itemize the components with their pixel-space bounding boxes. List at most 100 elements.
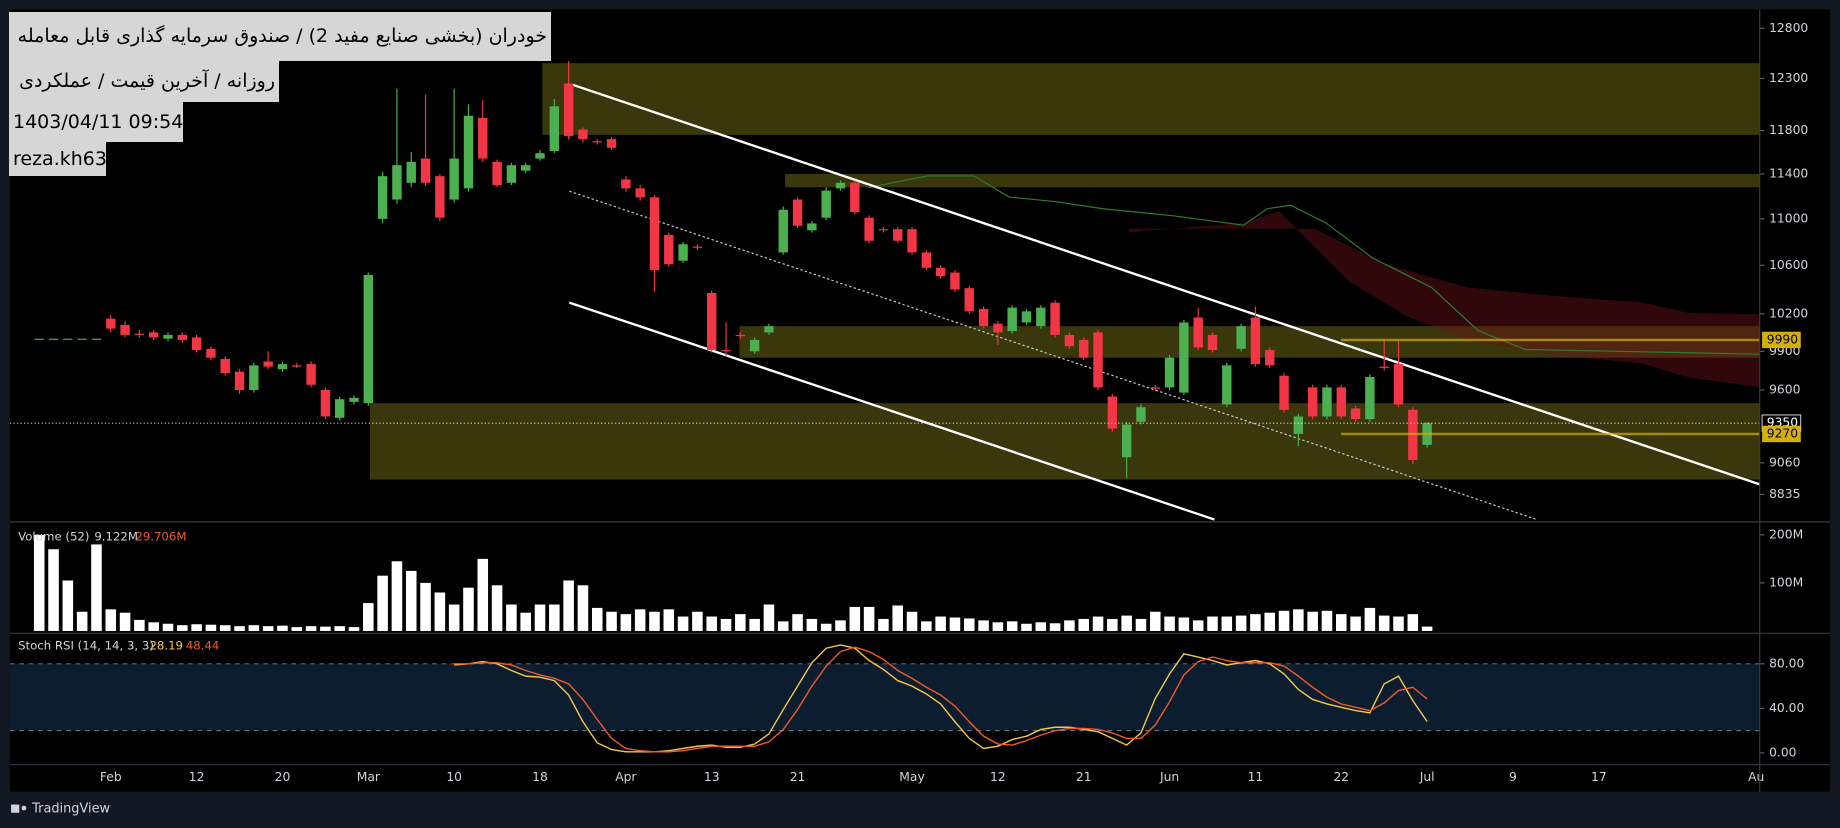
x-tick-label: 20 xyxy=(275,770,291,784)
volume-bar xyxy=(520,612,531,631)
volume-bar xyxy=(277,625,288,631)
y-tick-label: 12300 xyxy=(1769,71,1808,85)
candle-body xyxy=(1050,302,1060,335)
channel-lower xyxy=(568,301,1215,521)
volume-bar xyxy=(735,614,746,631)
x-tick-label: 22 xyxy=(1333,770,1349,784)
volume-bar xyxy=(48,549,59,631)
volume-bar xyxy=(835,620,846,631)
zone xyxy=(369,403,1760,480)
candle-body xyxy=(907,229,917,253)
volume-bar xyxy=(1364,607,1376,631)
x-tick-label: Jun xyxy=(1159,770,1179,784)
candle-body xyxy=(492,161,502,186)
volume-bar xyxy=(205,624,217,631)
brand-logo: TradingView xyxy=(11,802,110,817)
volume-bar xyxy=(134,619,145,631)
volume-bar xyxy=(820,623,832,631)
x-tick-label: Jul xyxy=(1419,770,1435,784)
candle-body xyxy=(1222,365,1232,405)
band xyxy=(9,663,1760,731)
candle-body xyxy=(792,199,803,226)
candle-body xyxy=(1379,366,1389,368)
volume-bar xyxy=(563,580,574,631)
candle-body xyxy=(306,364,316,385)
volume-bar xyxy=(448,604,460,631)
candle-body xyxy=(177,334,187,340)
candle-body xyxy=(377,176,388,219)
x-tick-label: 12 xyxy=(990,770,1006,784)
cloud-edge xyxy=(868,175,1760,355)
candle-body xyxy=(978,308,989,327)
candle-body xyxy=(1150,387,1160,389)
volume-bar xyxy=(1221,616,1233,631)
volume-bar xyxy=(234,626,245,631)
candle-body xyxy=(1164,357,1175,388)
drawings xyxy=(568,83,1761,521)
volume-bar xyxy=(1307,611,1318,631)
price-label-box xyxy=(1762,331,1801,349)
y-tick-label: 9600 xyxy=(1769,382,1800,396)
stoch-line xyxy=(454,646,1428,753)
volume-bar xyxy=(262,626,274,631)
candle-body xyxy=(1393,364,1404,405)
candle-body xyxy=(764,326,774,333)
volume-bar xyxy=(749,618,760,631)
data-layer: 1280012300118001140011000106001020099009… xyxy=(9,21,1808,784)
candle-body xyxy=(1207,334,1218,351)
volume-bar xyxy=(1021,623,1032,631)
volume-bar xyxy=(1350,616,1361,631)
volume-bar xyxy=(248,625,260,631)
volume-bar xyxy=(1293,609,1304,631)
y-tick-label: 80.00 xyxy=(1769,656,1804,670)
candle-body xyxy=(1236,326,1246,349)
volume-bar xyxy=(1092,616,1104,631)
volume-bar xyxy=(363,603,374,631)
candle-body xyxy=(392,165,402,200)
candle-body xyxy=(592,141,602,143)
candle-body xyxy=(106,318,116,329)
plot-background xyxy=(9,9,1831,792)
volume-bar xyxy=(348,627,360,631)
volume-bar xyxy=(1264,612,1276,631)
x-tick-label: Au xyxy=(1748,770,1764,784)
candle-body xyxy=(835,182,846,189)
volume-bar xyxy=(463,587,474,631)
candle-body xyxy=(535,153,545,159)
volume-bar xyxy=(62,580,74,631)
volume-bar xyxy=(906,611,918,631)
volume-bar xyxy=(1250,614,1261,631)
stoch-legend-title: Stoch RSI (14, 14, 3, 3) xyxy=(18,639,154,653)
candle-body xyxy=(134,333,145,335)
volume-bar xyxy=(1421,626,1433,631)
volume-bar xyxy=(1049,623,1061,631)
candle-body xyxy=(664,234,674,265)
candle-body xyxy=(621,179,631,189)
candle-body xyxy=(1350,408,1361,420)
price-label: 9270 xyxy=(1767,426,1798,440)
volume-legend-value: 9.122M xyxy=(94,530,138,544)
candle-body xyxy=(1136,407,1146,422)
volume-bar xyxy=(1135,618,1147,631)
volume-bar xyxy=(634,609,646,631)
volume-bar xyxy=(1078,618,1090,631)
volume-bar xyxy=(377,575,388,631)
volume-bar xyxy=(391,561,403,631)
candle-body xyxy=(707,292,717,351)
volume-bar xyxy=(1192,620,1204,631)
volume-bar xyxy=(649,611,660,631)
candle-body xyxy=(420,158,431,183)
volume-bar xyxy=(305,626,317,631)
timestamp: 1403/04/11 09:54 xyxy=(9,102,183,142)
volume-bar xyxy=(506,604,517,631)
volume-bar xyxy=(892,605,903,631)
volume-bar xyxy=(420,582,431,631)
x-tick-label: Apr xyxy=(615,770,637,784)
volume-bar xyxy=(1407,614,1419,631)
volume-bar xyxy=(663,609,675,631)
y-tick-label: 9060 xyxy=(1769,455,1800,469)
brand: TradingView xyxy=(31,802,110,817)
candle-body xyxy=(935,267,946,277)
candle-body xyxy=(263,361,273,367)
